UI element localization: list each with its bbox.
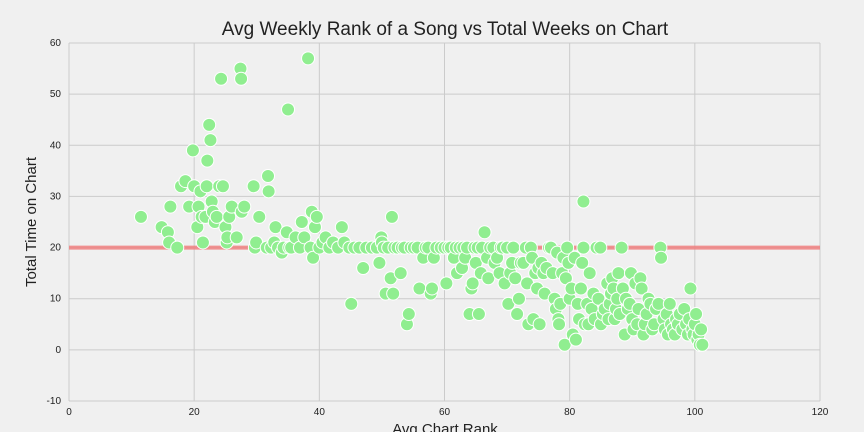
data-point-145 — [506, 240, 521, 255]
data-point-184 — [568, 332, 583, 347]
chart-title: Avg Weekly Rank of a Song vs Total Weeks… — [222, 19, 669, 40]
data-point-147 — [510, 307, 525, 322]
y-tick-label-6: 50 — [50, 89, 62, 100]
data-point-213 — [611, 266, 626, 281]
data-point-127 — [471, 307, 486, 322]
data-point-190 — [576, 194, 591, 209]
data-point-123 — [465, 276, 480, 291]
y-tick-label-4: 30 — [50, 191, 62, 202]
data-point-26 — [214, 71, 229, 86]
data-point-18 — [200, 153, 215, 168]
x-tick-label-4: 80 — [564, 407, 576, 418]
data-point-264 — [694, 322, 709, 337]
data-point-228 — [634, 281, 649, 296]
data-point-200 — [593, 240, 608, 255]
data-point-239 — [654, 250, 669, 265]
tick-labels: -10 0 10 20 30 40 50 60 0 20 40 60 80 100 120 — [47, 38, 829, 418]
x-tick-label-2: 40 — [314, 407, 326, 418]
data-point-256 — [683, 281, 698, 296]
data-point-43 — [261, 168, 276, 183]
x-tick-label-5: 100 — [686, 407, 703, 418]
data-point-105 — [424, 281, 439, 296]
data-point-160 — [532, 317, 547, 332]
y-tick-label-2: 10 — [50, 294, 62, 305]
data-point-187 — [573, 281, 588, 296]
data-point-38 — [246, 179, 261, 194]
data-point-59 — [301, 51, 316, 66]
data-point-27 — [215, 179, 230, 194]
data-point-15 — [195, 235, 210, 250]
data-point-35 — [234, 71, 249, 86]
data-point-44 — [261, 184, 276, 199]
data-point-148 — [511, 291, 526, 306]
data-point-74 — [344, 296, 359, 311]
data-point-71 — [334, 220, 349, 235]
data-point-96 — [401, 307, 416, 322]
data-point-9 — [185, 143, 200, 158]
y-axis-label: Total Time on Chart — [23, 156, 40, 287]
x-tick-label-0: 0 — [66, 407, 72, 418]
x-tick-label-3: 60 — [439, 407, 451, 418]
x-axis-label: Avg Chart Rank — [392, 421, 498, 432]
x-tick-label-6: 120 — [812, 407, 829, 418]
data-point-89 — [386, 286, 401, 301]
data-point-52 — [281, 102, 296, 117]
data-point-244 — [662, 296, 677, 311]
data-point-77 — [356, 261, 371, 276]
data-point-20 — [203, 133, 218, 148]
data-point-260 — [689, 307, 704, 322]
data-point-189 — [576, 240, 591, 255]
data-point-41 — [252, 209, 267, 224]
data-point-58 — [297, 230, 312, 245]
data-point-17 — [199, 179, 214, 194]
data-point-33 — [229, 230, 244, 245]
data-point-265 — [695, 337, 710, 352]
data-point-24 — [209, 209, 224, 224]
y-tick-label-7: 60 — [50, 38, 62, 49]
data-point-5 — [170, 240, 185, 255]
data-point-37 — [237, 199, 252, 214]
y-tick-label-3: 20 — [50, 243, 62, 254]
data-point-19 — [202, 117, 217, 132]
data-point-88 — [384, 209, 399, 224]
data-point-215 — [614, 240, 629, 255]
data-point-110 — [439, 276, 454, 291]
data-point-92 — [393, 266, 408, 281]
data-point-57 — [294, 215, 309, 229]
data-point-146 — [508, 271, 523, 286]
data-point-64 — [309, 209, 324, 224]
y-tick-label-1: 0 — [55, 345, 61, 356]
data-points — [133, 51, 710, 352]
data-point-130 — [477, 225, 492, 240]
data-point-62 — [306, 250, 321, 265]
x-tick-label-1: 20 — [189, 407, 201, 418]
data-point-194 — [582, 266, 597, 281]
y-tick-label-5: 40 — [50, 140, 62, 151]
data-point-172 — [552, 317, 567, 332]
data-point-4 — [163, 199, 178, 214]
data-point-178 — [560, 240, 575, 255]
data-point-0 — [133, 209, 148, 224]
y-tick-label-0: -10 — [47, 396, 62, 407]
data-point-188 — [575, 255, 590, 270]
data-point-81 — [372, 255, 387, 270]
